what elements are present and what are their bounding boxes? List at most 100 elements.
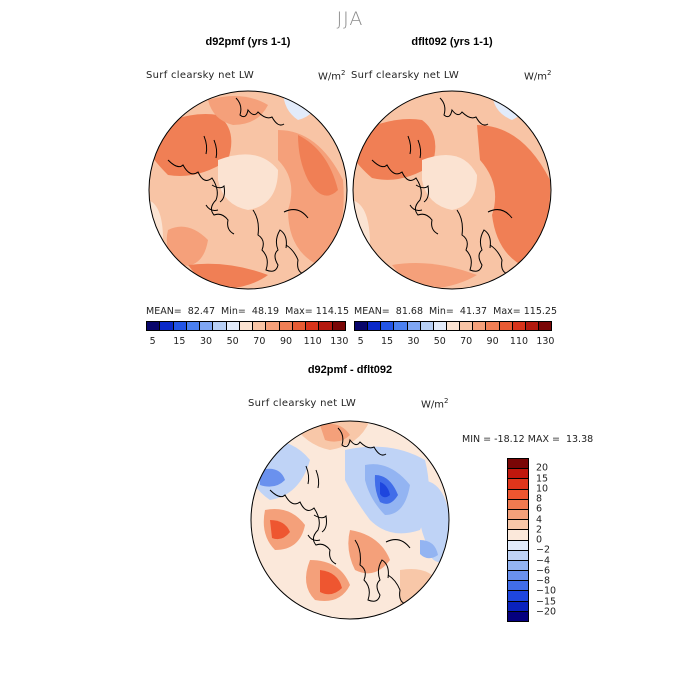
colorbar-swatch [266,322,280,330]
colorbar-tick-label: 15 [536,473,549,484]
panel-1-colorbar [146,321,346,331]
colorbar-swatch [279,322,293,330]
colorbar-tick-label: 20 [536,462,549,474]
colorbar-swatch [213,322,227,330]
colorbar-swatch [473,322,487,330]
colorbar-swatch [508,469,528,480]
field-low-center [218,154,278,210]
colorbar-swatch [508,530,528,541]
colorbar-swatch [486,322,500,330]
colorbar-swatch [381,322,395,330]
colorbar-swatch [508,489,528,500]
colorbar-swatch [508,581,528,592]
panel-3-map [250,420,450,620]
colorbar-swatch [292,322,307,330]
colorbar-swatch [499,322,513,330]
panel-1-map [148,90,348,290]
field-mid-north [208,96,268,125]
colorbar-tick-label: 90 [279,336,293,347]
panel-3-title: d92pmf - dflt092 [307,364,393,376]
map-boundary [352,90,552,290]
panel-2-map [352,90,552,290]
panel-1-stats: MEAN= 82.47 Min= 48.19 Max= 114.15 [146,306,349,317]
field-warm-center [348,530,390,574]
coastlines [269,427,411,605]
field-cold-nw [260,468,285,487]
colorbar-swatch [508,459,528,470]
colorbar-tick-label: 15 [173,336,186,347]
field-low-center [422,155,477,210]
field-high-east [298,135,338,196]
panel-2-variable: Surf clearsky net LW [351,70,460,81]
colorbar-swatch [160,322,174,330]
coastlines [167,97,309,275]
field-hot-west [270,520,290,540]
colorbar-swatch [226,322,240,330]
colorbar-swatch [538,322,552,330]
colorbar-swatch [420,322,434,330]
colorbar-swatch [173,322,187,330]
panel-1-colorbar-ticks: 5 15 30 50 70 90 110 130 [146,336,349,348]
colorbar-swatch [394,322,408,330]
colorbar-tick-label: 6 [536,503,543,515]
colorbar-swatch [147,322,161,330]
panel-2-stats: MEAN= 81.68 Min= 41.37 Max= 115.25 [354,306,557,317]
colorbar-swatch [508,479,528,490]
colorbar-tick-label: 110 [303,336,322,347]
colorbar-tick-label: 15 [380,336,394,347]
colorbar-tick-label: −2 [536,544,551,556]
panel-2-colorbar [354,321,552,331]
panel-1-variable: Surf clearsky net LW [146,70,255,81]
colorbar-tick-label: 90 [486,336,499,347]
colorbar-swatch [186,322,201,330]
colorbar-tick-label: 8 [536,493,543,505]
colorbar-swatch [332,322,345,330]
panel-2-colorbar-ticks: 5 15 30 50 70 90 110 130 [354,336,555,348]
colorbar-swatch [508,611,528,621]
colorbar-swatch [508,560,528,572]
panel-3-stats: MIN = -18.12 MAX = 13.38 [462,434,594,445]
colorbar-swatch [508,540,528,551]
field-min-ne [380,482,390,498]
colorbar-tick-label: 4 [536,514,543,525]
field-warm-se [400,569,440,606]
field-mid-sw [166,226,208,266]
colorbar-tick-label: 70 [460,336,473,347]
panel-2-title: dflt092 (yrs 1-1) [411,36,493,48]
colorbar-swatch [508,520,528,531]
colorbar-swatch [200,322,214,330]
field-hot-south [320,570,342,595]
colorbar-swatch [319,322,333,330]
colorbar-swatch [239,322,254,330]
colorbar-tick-label: −8 [536,575,551,587]
colorbar-swatch [446,322,461,330]
field-high-east [477,125,551,268]
colorbar-tick-label: −15 [536,596,557,607]
colorbar-tick-label: −6 [536,565,551,577]
colorbar-tick-label: 30 [199,336,213,347]
colorbar-swatch [508,601,528,612]
field-cold-east [420,540,438,559]
colorbar-swatch [253,322,267,330]
colorbar-tick-label: 130 [330,336,349,347]
panel-3-variable: Surf clearsky net LW [248,398,357,409]
colorbar-tick-label: −20 [536,606,557,618]
map-boundary [148,90,348,290]
field-cool-sw [353,260,387,289]
colorbar-swatch [306,322,320,330]
panel-1-units: W/m2 [318,69,346,83]
colorbar-tick-label: 0 [536,534,543,546]
colorbar-swatch [508,550,528,561]
panel-1-title: d92pmf (yrs 1-1) [205,36,291,48]
field-high-west [353,119,436,180]
difference-colorbar [507,458,529,622]
colorbar-tick-label: 2 [536,524,543,536]
panel-2-units: W/m2 [524,69,552,83]
colorbar-swatch [407,322,421,330]
colorbar-tick-label: 70 [253,336,266,347]
colorbar-swatch [508,591,528,602]
colorbar-swatch [525,322,539,330]
colorbar-swatch [460,322,474,330]
coastlines [371,97,513,275]
panel-3-units: W/m2 [421,397,449,411]
